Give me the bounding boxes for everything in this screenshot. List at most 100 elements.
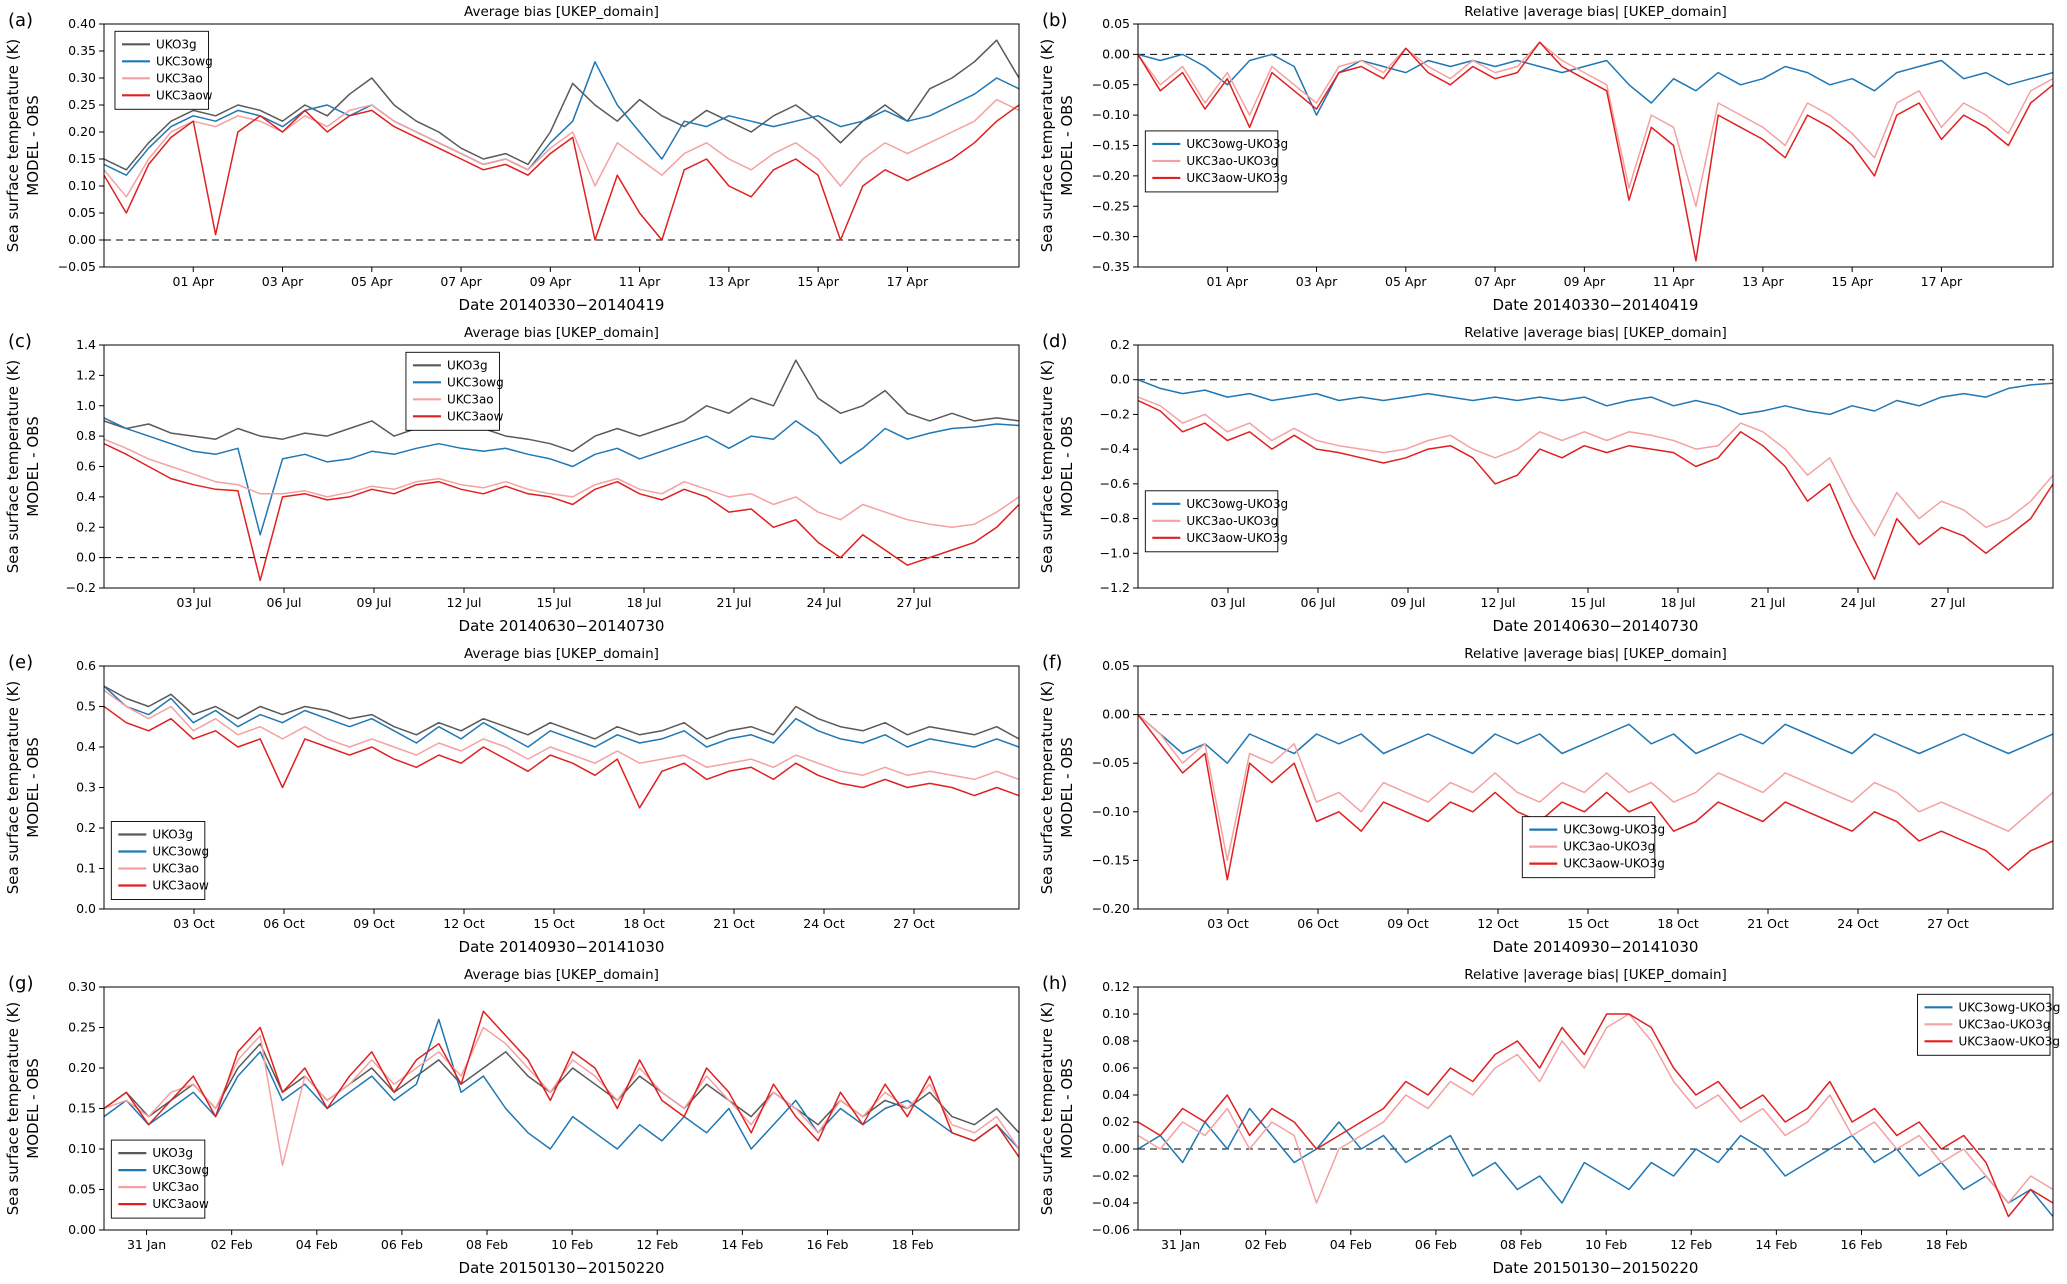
y-tick-label: 0.06 — [1102, 1060, 1130, 1075]
x-axis-label: Date 20140330−20140419 — [459, 296, 665, 314]
y-tick-label: 0.30 — [68, 70, 96, 85]
y-tick-label: −1.2 — [1099, 580, 1129, 595]
x-tick-label: 12 Jul — [1480, 595, 1515, 610]
x-tick-label: 21 Oct — [713, 916, 755, 931]
series-UKC3aow — [104, 705, 1019, 809]
series-UKC3ao-UKO3g — [1137, 713, 2053, 862]
y-tick-label: 0.00 — [1102, 46, 1130, 61]
x-tick-label: 24 Oct — [1837, 916, 1879, 931]
y-tick-label: 1.4 — [76, 337, 96, 352]
series-group — [104, 359, 1019, 582]
y-tick-label: 1.2 — [76, 367, 96, 382]
x-tick-label: 01 Apr — [173, 274, 215, 289]
legend: UKO3g UKC3owg UKC3ao UKC3aow — [110, 821, 209, 900]
y-tick-label: −0.15 — [1091, 138, 1129, 153]
legend-label-UKC3ao-UKO3g: UKC3ao-UKO3g — [1186, 154, 1278, 168]
chart-svg-g: 31 Jan 02 Feb 04 Feb 06 Feb 08 Feb 10 Feb 12 F… — [0, 963, 1033, 1284]
y-tick-label: 0.0 — [1110, 372, 1130, 387]
x-tick-label: 15 Jul — [1570, 595, 1605, 610]
y-tick-label: −0.4 — [1099, 441, 1129, 456]
chart-svg-a: 01 Apr 03 Apr 05 Apr 07 Apr 09 Apr 11 Apr 13 A… — [0, 0, 1033, 321]
x-tick-label: 05 Apr — [351, 274, 393, 289]
series-UKC3ao — [104, 438, 1019, 529]
series-UKO3g — [104, 359, 1019, 453]
x-axis-label: Date 20150130−20150220 — [459, 1259, 665, 1277]
y-tick-label: −0.25 — [1091, 198, 1129, 213]
legend: UKC3owg-UKO3g UKC3ao-UKO3g UKC3aow-UKO3g — [1144, 130, 1288, 193]
legend-label-UKC3owg-UKO3g: UKC3owg-UKO3g — [1186, 137, 1288, 151]
x-axis: 31 Jan 02 Feb 04 Feb 06 Feb 08 Feb 10 Feb 12 F… — [127, 1230, 934, 1252]
legend-label-UKC3owg: UKC3owg — [152, 845, 209, 859]
series-UKC3aow-UKO3g — [1137, 399, 2053, 581]
y-tick-label: 0.05 — [1102, 658, 1130, 673]
x-tick-label: 06 Feb — [381, 1237, 423, 1252]
series-group — [1137, 713, 2053, 881]
x-tick-label: 12 Jul — [447, 595, 482, 610]
y-axis: 0.0 0.1 0.2 0.3 0.4 0.5 0.6 — [76, 658, 104, 916]
y-tick-label: −0.30 — [1091, 229, 1129, 244]
x-tick-label: 09 Oct — [1387, 916, 1429, 931]
x-tick-label: 06 Oct — [1297, 916, 1339, 931]
y-tick-label: −0.10 — [1091, 804, 1129, 819]
panel-f: 03 Oct 06 Oct 09 Oct 12 Oct 15 Oct 18 Oct 21 O… — [1033, 642, 2067, 963]
y-axis: −0.05 0.00 0.05 0.10 0.15 0.20 0.25 0.30 0.35 0.4… — [58, 16, 104, 274]
series-UKC3owg-UKO3g — [1137, 378, 2053, 416]
legend-label-UKC3owg-UKO3g: UKC3owg-UKO3g — [1186, 497, 1288, 511]
y-tick-label: 0.15 — [68, 151, 96, 166]
panel-letter: (d) — [1042, 331, 1067, 352]
chart-svg-d: 03 Jul 06 Jul 09 Jul 12 Jul 15 Jul 18 Jul 21 J… — [1033, 321, 2067, 642]
y-axis: −1.2 −1.0 −0.8 −0.6 −0.4 −0.2 0.0 0.2 — [1099, 337, 1138, 595]
series-UKC3aow-UKO3g — [1137, 41, 2053, 262]
x-axis-label: Date 20140630−20140730 — [459, 617, 665, 635]
x-tick-label: 06 Jul — [1300, 595, 1335, 610]
y-tick-label: 0.30 — [68, 979, 96, 994]
x-tick-label: 15 Oct — [1567, 916, 1609, 931]
y-tick-label: 0.08 — [1102, 1033, 1130, 1048]
y-tick-label: −0.02 — [1091, 1168, 1129, 1183]
y-tick-label: 0.05 — [1102, 16, 1130, 31]
series-UKC3owg — [104, 417, 1019, 536]
y-tick-label: 0.40 — [68, 16, 96, 31]
x-tick-label: 03 Jul — [177, 595, 212, 610]
panel-d: 03 Jul 06 Jul 09 Jul 12 Jul 15 Jul 18 Jul 21 J… — [1033, 321, 2067, 642]
x-axis: 01 Apr 03 Apr 05 Apr 07 Apr 09 Apr 11 Apr 13 A… — [1206, 267, 1963, 289]
legend-label-UKC3aow-UKO3g: UKC3aow-UKO3g — [1186, 171, 1288, 185]
x-tick-label: 10 Feb — [551, 1237, 593, 1252]
x-tick-label: 21 Jul — [1750, 595, 1785, 610]
x-axis-label: Date 20150130−20150220 — [1492, 1259, 1698, 1277]
panel-a: 01 Apr 03 Apr 05 Apr 07 Apr 09 Apr 11 Apr 13 A… — [0, 0, 1033, 321]
series-UKC3owg-UKO3g — [1137, 1107, 2053, 1218]
panel-letter: (e) — [8, 652, 33, 673]
series-UKC3owg-UKO3g — [1137, 53, 2053, 116]
x-tick-label: 18 Jul — [627, 595, 662, 610]
plot-border — [103, 23, 1020, 268]
y-tick-label: 0.4 — [76, 739, 96, 754]
y-tick-label: 0.00 — [68, 1222, 96, 1237]
legend-label-UKC3aow: UKC3aow — [447, 409, 504, 423]
x-tick-label: 11 Apr — [1652, 274, 1694, 289]
legend-label-UKC3owg-UKO3g: UKC3owg-UKO3g — [1958, 1000, 2060, 1014]
series-group — [104, 685, 1019, 809]
panel-b: 01 Apr 03 Apr 05 Apr 07 Apr 09 Apr 11 Apr 13 A… — [1033, 0, 2067, 321]
series-UKC3ao-UKO3g — [1137, 1013, 2053, 1204]
x-tick-label: 15 Oct — [533, 916, 575, 931]
x-axis: 03 Jul 06 Jul 09 Jul 12 Jul 15 Jul 18 Jul 21 J… — [177, 588, 931, 610]
series-UKC3owg — [104, 61, 1019, 176]
panel-g: 31 Jan 02 Feb 04 Feb 06 Feb 08 Feb 10 Feb 12 F… — [0, 963, 1033, 1284]
x-tick-label: 27 Jul — [1930, 595, 1965, 610]
legend-label-UKC3ao-UKO3g: UKC3ao-UKO3g — [1186, 514, 1278, 528]
series-UKC3owg-UKO3g — [1137, 713, 2053, 764]
x-tick-label: 09 Apr — [530, 274, 572, 289]
x-tick-label: 31 Jan — [127, 1237, 166, 1252]
x-tick-label: 13 Apr — [708, 274, 750, 289]
legend-label-UKC3owg: UKC3owg — [156, 54, 213, 68]
x-tick-label: 02 Feb — [1244, 1237, 1286, 1252]
panel-letter: (c) — [8, 331, 32, 352]
x-tick-label: 03 Oct — [173, 916, 215, 931]
y-axis-label-line1: Sea surface temperature (K) — [1038, 360, 1056, 574]
y-axis-label-line2: MODEL - OBS — [1058, 416, 1076, 516]
y-axis: 0.00 0.05 0.10 0.15 0.20 0.25 0.30 — [68, 979, 104, 1237]
chart-svg-c: 03 Jul 06 Jul 09 Jul 12 Jul 15 Jul 18 Jul 21 J… — [0, 321, 1033, 642]
y-axis-label-line1: Sea surface temperature (K) — [1038, 39, 1056, 253]
x-tick-label: 18 Jul — [1660, 595, 1695, 610]
